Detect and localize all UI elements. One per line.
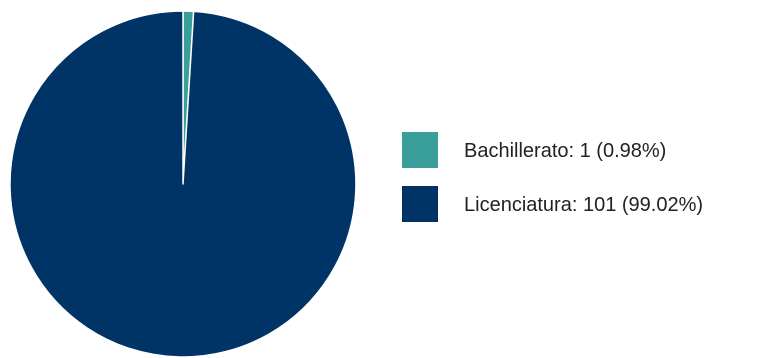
legend-swatch-bachillerato [402, 132, 438, 168]
legend-swatch-licenciatura [402, 186, 438, 222]
legend-label-bachillerato: Bachillerato: 1 (0.98%) [464, 140, 666, 162]
pie-slice-licenciatura [9, 10, 357, 358]
pie-slices [9, 10, 357, 358]
legend-label-licenciatura: Licenciatura: 101 (99.02%) [464, 194, 703, 216]
legend: Bachillerato: 1 (0.98%) Licenciatura: 101… [402, 132, 703, 222]
